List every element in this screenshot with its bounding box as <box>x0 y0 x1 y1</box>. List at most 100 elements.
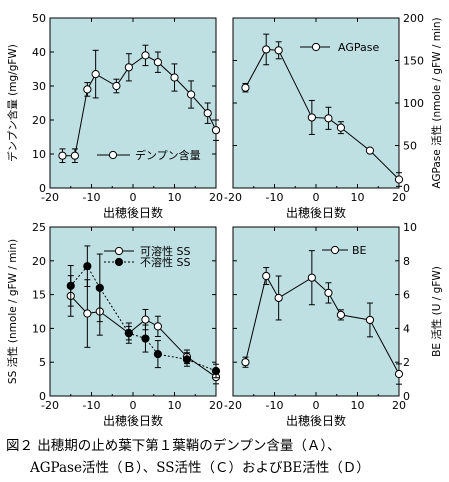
data-point <box>153 58 162 67</box>
data-point <box>83 309 92 318</box>
legend-marker <box>114 246 124 256</box>
x-tick-label: -10 <box>266 399 284 412</box>
data-point <box>274 46 283 55</box>
data-point <box>211 126 221 135</box>
data-point <box>83 85 92 94</box>
y-tick-label: 50 <box>32 12 46 25</box>
data-point <box>274 293 283 303</box>
data-point <box>153 322 162 331</box>
data-point <box>203 109 212 118</box>
x-axis-label: 出穂後日数 <box>286 205 346 220</box>
legend-marker <box>114 257 124 267</box>
data-point <box>141 51 150 60</box>
data-point <box>324 114 333 123</box>
plot-area-A <box>49 17 217 189</box>
x-tick-label: -10 <box>83 399 101 412</box>
figure-caption-line-2: AGPase活性（Ｂ）、SS活性（Ｃ）およびBE活性（Ｄ） <box>30 460 370 476</box>
series-line <box>244 274 400 375</box>
y-tick-label: 0 <box>39 390 46 403</box>
x-tick-label: -20 <box>224 399 242 412</box>
y-axis-label: AGPase 活性 (nmole / gFW / min) <box>430 17 443 188</box>
y-tick-label: 20 <box>32 114 46 127</box>
y-tick-label: 0 <box>403 182 410 195</box>
y-axis-label: BE 活性 (U / gFW) <box>430 266 443 357</box>
x-tick-label: -20 <box>41 191 59 204</box>
y-tick-label: 100 <box>403 97 424 110</box>
x-tick-label: 0 <box>313 399 320 412</box>
y-axis-label: SS 活性 (nmole / gFW / min) <box>6 239 19 384</box>
data-point <box>124 63 133 72</box>
data-point <box>394 175 404 184</box>
x-axis-label: 出穂後日数 <box>286 413 346 428</box>
data-point <box>241 358 250 367</box>
y-tick-label: 2 <box>403 356 410 369</box>
data-point <box>91 70 100 79</box>
x-tick-label: 20 <box>209 399 223 412</box>
data-point <box>66 281 75 290</box>
data-point <box>336 123 345 132</box>
y-tick-label: 6 <box>403 289 410 302</box>
data-point <box>141 334 150 343</box>
data-point <box>394 369 404 379</box>
y-tick-label: 15 <box>32 289 46 302</box>
x-tick-label: 10 <box>168 191 182 204</box>
data-point <box>187 90 196 99</box>
data-point <box>262 45 271 54</box>
legend-label: 可溶性 SS <box>140 244 190 258</box>
y-tick-label: 150 <box>403 55 424 68</box>
data-point <box>70 151 80 160</box>
x-tick-label: 20 <box>209 191 223 204</box>
legend-marker <box>330 245 340 255</box>
x-tick-label: 10 <box>168 399 182 412</box>
data-point <box>365 315 375 325</box>
x-tick-label: 20 <box>392 191 406 204</box>
plot-area-C <box>49 226 217 397</box>
x-axis-label: 出穂後日数 <box>103 205 163 220</box>
data-point <box>141 315 150 324</box>
legend-marker <box>108 150 118 160</box>
panel-A: -20 -10 0 10 20 0 10 20 30 40 50 出穂後日数 デンプン含量 (mg/gF… <box>6 12 223 220</box>
y-tick-label: 4 <box>403 322 410 335</box>
legend-label: BE <box>352 244 367 257</box>
x-tick-label: -10 <box>266 191 284 204</box>
x-tick-label: 0 <box>130 399 137 412</box>
x-tick-label: 0 <box>130 191 137 204</box>
y-tick-label: 0 <box>403 390 410 403</box>
data-point <box>307 273 316 282</box>
data-point <box>211 366 221 376</box>
x-tick-label: -10 <box>83 191 101 204</box>
data-point <box>124 329 133 338</box>
data-point <box>307 113 316 122</box>
y-tick-label: 25 <box>32 221 46 234</box>
data-point <box>83 262 92 271</box>
y-tick-label: 10 <box>403 221 417 234</box>
y-tick-label: 200 <box>403 12 424 25</box>
y-tick-label: 40 <box>32 46 46 59</box>
y-tick-label: 20 <box>32 255 46 268</box>
x-tick-label: 20 <box>392 399 406 412</box>
x-tick-label: 0 <box>313 191 320 204</box>
y-tick-label: 10 <box>32 322 46 335</box>
y-axis-label: デンプン含量 (mg/gFW) <box>6 44 19 162</box>
data-point <box>95 283 104 292</box>
y-tick-label: 30 <box>32 80 46 93</box>
data-point <box>241 83 250 92</box>
y-tick-label: 10 <box>32 148 46 161</box>
x-tick-label: -20 <box>41 399 59 412</box>
legend-label: 不溶性 SS <box>140 255 190 269</box>
data-point <box>112 81 121 91</box>
data-point <box>182 355 192 364</box>
series-line <box>62 54 217 157</box>
series-line <box>70 265 217 372</box>
x-tick-label: 10 <box>351 399 365 412</box>
data-point <box>262 271 271 281</box>
y-tick-label: 50 <box>403 140 417 153</box>
x-tick-label: 10 <box>351 191 365 204</box>
x-tick-label: -20 <box>224 191 242 204</box>
y-tick-label: 8 <box>403 255 410 268</box>
data-point <box>365 146 375 155</box>
figure-caption-line-1: 図２ 出穂期の止め葉下第１葉鞘のデンプン含量（Ａ）、 <box>6 438 341 454</box>
